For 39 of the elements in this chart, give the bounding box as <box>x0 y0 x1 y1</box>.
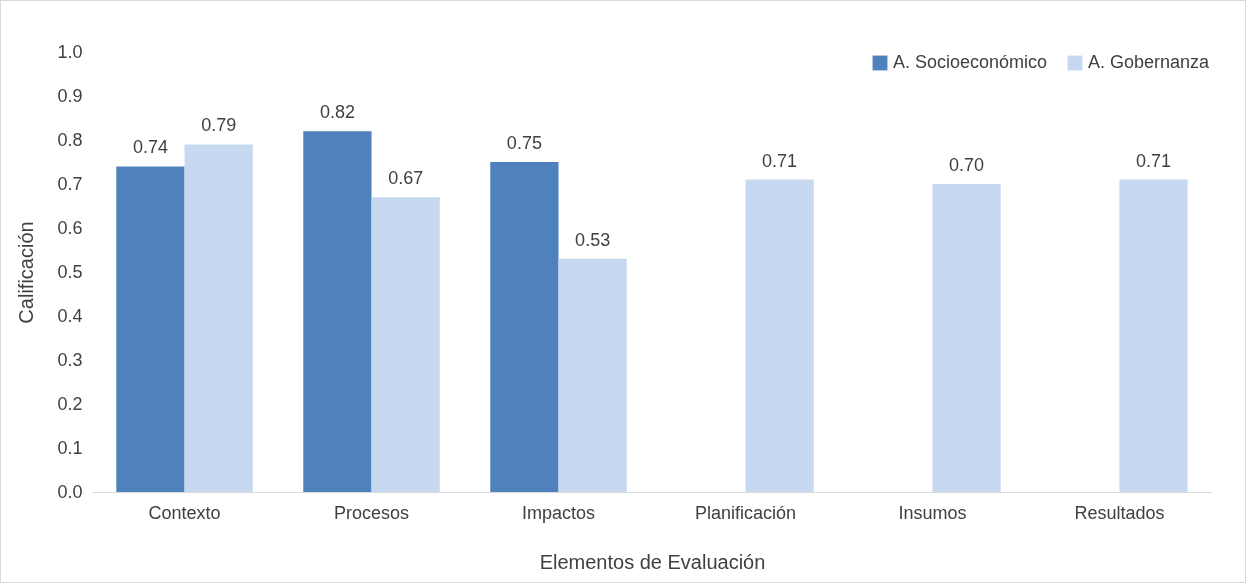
y-tick-label: 0.4 <box>57 305 83 326</box>
y-tick-label: 0.2 <box>57 393 83 414</box>
bar <box>932 184 1001 492</box>
y-tick-label: 0.3 <box>57 349 83 370</box>
y-axis-title: Calificación <box>15 221 38 324</box>
bar <box>558 258 627 492</box>
data-label: 0.82 <box>319 102 355 123</box>
y-tick-label: 0.1 <box>57 437 83 458</box>
x-tick-label: Resultados <box>1074 502 1165 523</box>
data-label: 0.79 <box>201 115 237 136</box>
y-tick-label: 0.9 <box>57 85 83 106</box>
x-tick-label: Planificación <box>694 502 797 523</box>
y-tick-label: 0.5 <box>57 261 83 282</box>
legend-label: A. Gobernanza <box>1088 52 1211 72</box>
bar <box>1119 179 1188 492</box>
x-tick-label: Insumos <box>898 502 967 523</box>
data-label: 0.71 <box>1136 150 1172 171</box>
x-tick-label: Procesos <box>334 502 410 523</box>
bar <box>490 162 559 492</box>
bar <box>184 144 253 492</box>
y-tick-label: 0.0 <box>57 481 83 502</box>
data-label: 0.70 <box>949 155 985 175</box>
y-tick-label: 1.0 <box>57 41 83 62</box>
y-tick-label: 0.6 <box>57 217 83 238</box>
y-tick-label: 0.8 <box>57 129 83 150</box>
data-label: 0.67 <box>388 168 424 189</box>
data-label: 0.75 <box>506 133 542 153</box>
legend-label: A. Socioeconómico <box>893 52 1048 72</box>
data-label: 0.74 <box>132 137 168 158</box>
bar <box>745 179 814 492</box>
data-label: 0.53 <box>575 229 611 250</box>
x-tick-label: Impactos <box>522 502 596 523</box>
bar <box>116 166 185 492</box>
x-axis-title: Elementos de Evaluación <box>539 550 766 573</box>
bar <box>371 197 440 492</box>
bar <box>303 131 372 492</box>
y-tick-label: 0.7 <box>57 173 83 194</box>
data-label: 0.71 <box>762 150 798 171</box>
x-tick-label: Contexto <box>148 502 221 523</box>
